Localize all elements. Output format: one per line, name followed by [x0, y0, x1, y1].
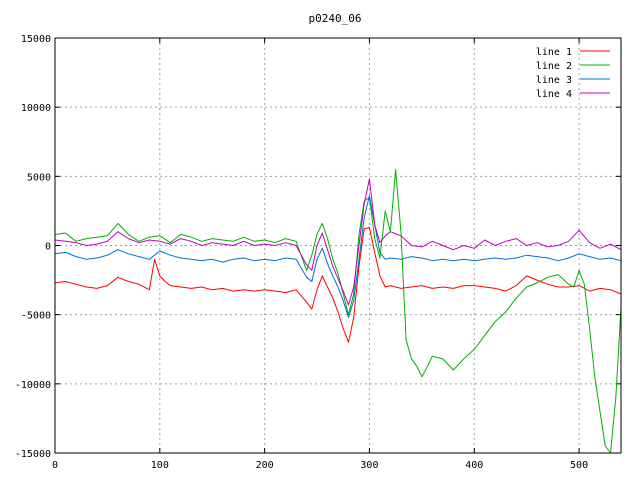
- legend: line 1 line 2 line 3 line 4: [536, 47, 610, 100]
- x-tick-label: 0: [52, 460, 58, 471]
- x-tick-label: 400: [465, 460, 483, 471]
- plot-frame: [54, 37, 622, 454]
- x-tick-label: 200: [256, 460, 274, 471]
- y-axis-ticks: -15000 -10000 -5000 0 5000 10000 15000: [15, 34, 621, 460]
- y-tick-label: -10000: [15, 380, 51, 391]
- legend-label: line 2: [536, 61, 572, 72]
- legend-label: line 1: [536, 47, 572, 58]
- series-line-2: [54, 168, 622, 454]
- legend-label: line 3: [536, 75, 572, 86]
- y-tick-label: 5000: [27, 172, 51, 183]
- x-tick-label: 300: [360, 460, 378, 471]
- y-tick-label: 15000: [21, 34, 51, 45]
- series-line-4: [54, 178, 622, 306]
- chart-title: p0240_06: [309, 12, 362, 25]
- x-tick-label: 100: [151, 460, 169, 471]
- y-tick-label: 0: [45, 242, 51, 253]
- series-line-3: [54, 195, 622, 318]
- series-layer: [54, 168, 622, 454]
- y-tick-label: -5000: [21, 311, 51, 322]
- legend-label: line 4: [536, 89, 572, 100]
- grid: [55, 38, 621, 453]
- y-tick-label: 10000: [21, 103, 51, 114]
- series-line-1: [54, 227, 622, 343]
- y-tick-label: -15000: [15, 449, 51, 460]
- x-tick-label: 500: [570, 460, 588, 471]
